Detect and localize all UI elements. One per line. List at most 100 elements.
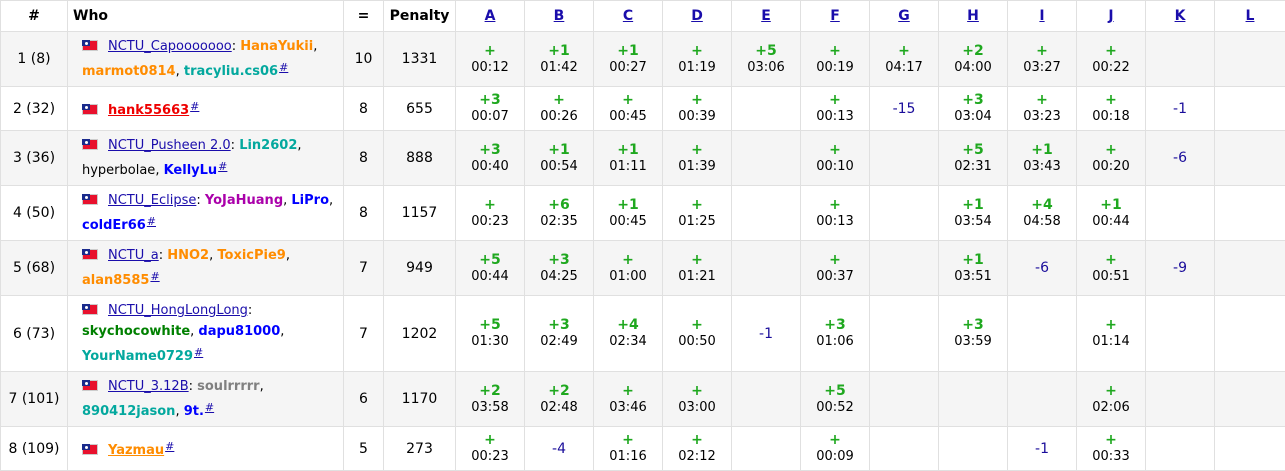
problem-cell[interactable]: +00:33 <box>1077 427 1146 471</box>
header-problem-g[interactable]: G <box>870 1 939 32</box>
problem-cell[interactable]: +00:13 <box>801 186 870 241</box>
problem-cell[interactable]: +04:17 <box>870 32 939 87</box>
member-handle[interactable]: alan8585 <box>82 273 149 288</box>
problem-cell[interactable]: -4 <box>525 427 594 471</box>
member-handle[interactable]: soulrrrrr <box>197 379 259 394</box>
member-handle[interactable]: YourName0729 <box>82 349 193 364</box>
problem-cell[interactable] <box>870 241 939 296</box>
header-problem-h[interactable]: H <box>939 1 1008 32</box>
problem-cell[interactable]: +00:51 <box>1077 241 1146 296</box>
problem-cell[interactable]: +00:50 <box>663 296 732 372</box>
problem-cell[interactable]: +01:25 <box>663 186 732 241</box>
member-handle[interactable]: dapu81000 <box>198 324 280 339</box>
problem-link-l[interactable]: L <box>1246 8 1255 24</box>
party-link[interactable]: # <box>205 401 214 414</box>
problem-cell[interactable]: +00:22 <box>1077 32 1146 87</box>
problem-cell[interactable]: +00:18 <box>1077 87 1146 131</box>
member-handle[interactable]: YoJaHuang <box>205 193 283 208</box>
problem-cell[interactable] <box>1008 296 1077 372</box>
problem-link-e[interactable]: E <box>761 8 771 24</box>
problem-link-i[interactable]: I <box>1039 8 1044 24</box>
member-handle[interactable]: KellyLu <box>164 163 218 178</box>
problem-cell[interactable]: -15 <box>870 87 939 131</box>
team-link[interactable]: NCTU_Capooooooo <box>108 39 232 54</box>
problem-cell[interactable]: +01:19 <box>663 32 732 87</box>
problem-cell[interactable]: +02:06 <box>1077 372 1146 427</box>
problem-link-k[interactable]: K <box>1175 8 1186 24</box>
problem-cell[interactable] <box>870 372 939 427</box>
member-handle[interactable]: HanaYukii <box>240 39 313 54</box>
problem-cell[interactable]: -1 <box>1146 87 1215 131</box>
problem-cell[interactable]: +02:12 <box>663 427 732 471</box>
problem-link-d[interactable]: D <box>691 8 703 24</box>
problem-cell[interactable] <box>1215 427 1285 471</box>
problem-cell[interactable] <box>732 131 801 186</box>
problem-cell[interactable]: +01:00 <box>594 241 663 296</box>
header-problem-d[interactable]: D <box>663 1 732 32</box>
party-link[interactable]: # <box>218 160 227 173</box>
member-handle[interactable]: 890412jason <box>82 404 175 419</box>
problem-cell[interactable] <box>1215 32 1285 87</box>
member-handle[interactable]: HNO2 <box>167 248 209 263</box>
member-handle[interactable]: skychocowhite <box>82 324 190 339</box>
problem-cell[interactable] <box>732 186 801 241</box>
problem-cell[interactable] <box>1008 372 1077 427</box>
problem-link-f[interactable]: F <box>830 8 840 24</box>
problem-cell[interactable] <box>1215 87 1285 131</box>
problem-cell[interactable]: +00:20 <box>1077 131 1146 186</box>
problem-cell[interactable]: +00:12 <box>456 32 525 87</box>
problem-cell[interactable] <box>1215 131 1285 186</box>
team-link[interactable]: NCTU_Pusheen 2.0 <box>108 138 231 153</box>
problem-cell[interactable]: -1 <box>732 296 801 372</box>
problem-cell[interactable] <box>870 296 939 372</box>
problem-cell[interactable]: +00:37 <box>801 241 870 296</box>
problem-cell[interactable] <box>732 87 801 131</box>
problem-cell[interactable]: -9 <box>1146 241 1215 296</box>
problem-cell[interactable] <box>1215 372 1285 427</box>
problem-cell[interactable]: +03:27 <box>1008 32 1077 87</box>
problem-link-a[interactable]: A <box>485 8 496 24</box>
team-link[interactable]: NCTU_Eclipse <box>108 193 196 208</box>
problem-link-c[interactable]: C <box>623 8 633 24</box>
member-handle[interactable]: 9t. <box>184 404 204 419</box>
member-handle[interactable]: coldEr66 <box>82 218 146 233</box>
problem-cell[interactable] <box>1146 186 1215 241</box>
problem-cell[interactable]: +00:19 <box>801 32 870 87</box>
team-link[interactable]: NCTU_3.12B <box>108 379 189 394</box>
problem-cell[interactable] <box>939 427 1008 471</box>
header-problem-e[interactable]: E <box>732 1 801 32</box>
problem-cell[interactable]: +00:39 <box>663 87 732 131</box>
member-handle[interactable]: LiPro <box>291 193 329 208</box>
problem-cell[interactable]: +03:23 <box>1008 87 1077 131</box>
header-problem-b[interactable]: B <box>525 1 594 32</box>
problem-cell[interactable] <box>1215 186 1285 241</box>
team-link[interactable]: Yazmau <box>108 443 164 458</box>
member-handle[interactable]: tracyliu.cs06 <box>184 64 278 79</box>
header-problem-j[interactable]: J <box>1077 1 1146 32</box>
header-problem-k[interactable]: K <box>1146 1 1215 32</box>
problem-cell[interactable]: +00:45 <box>594 87 663 131</box>
problem-cell[interactable] <box>1215 241 1285 296</box>
header-problem-f[interactable]: F <box>801 1 870 32</box>
member-handle[interactable]: marmot0814 <box>82 64 176 79</box>
problem-cell[interactable]: -6 <box>1008 241 1077 296</box>
problem-link-b[interactable]: B <box>554 8 565 24</box>
problem-cell[interactable]: +00:23 <box>456 186 525 241</box>
